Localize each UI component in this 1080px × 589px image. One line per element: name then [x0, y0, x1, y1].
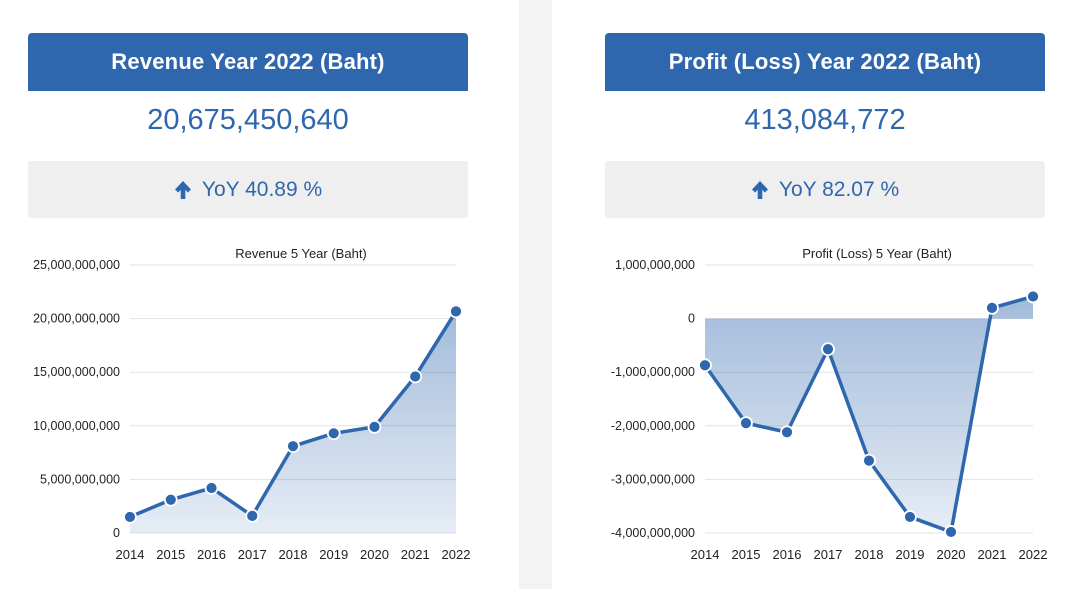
data-point — [286, 439, 300, 454]
x-tick-label: 2018 — [855, 547, 884, 562]
data-point — [245, 508, 260, 523]
data-point — [739, 416, 753, 431]
x-tick-label: 2014 — [116, 547, 145, 562]
x-tick-label: 2020 — [937, 547, 966, 562]
data-point — [367, 419, 382, 434]
profit-panel: Profit (Loss) Year 2022 (Baht) 413,084,7… — [605, 0, 1047, 589]
x-tick-label: 2015 — [156, 547, 185, 562]
data-point — [821, 342, 835, 357]
y-tick-label: 10,000,000,000 — [33, 419, 120, 433]
y-tick-label: -4,000,000,000 — [611, 526, 695, 540]
revenue-chart: Revenue 5 Year (Baht) 0 5,000,000,000 10,00… — [33, 246, 471, 562]
x-tick-label: 2016 — [773, 547, 802, 562]
revenue-panel: Revenue Year 2022 (Baht) 20,675,450,640 … — [28, 0, 470, 589]
arrow-up-icon — [751, 180, 768, 199]
data-point — [862, 453, 876, 468]
y-tick-label: 20,000,000,000 — [33, 312, 120, 326]
data-point — [204, 481, 219, 495]
data-point — [985, 300, 999, 315]
x-tick-label: 2016 — [197, 547, 226, 562]
data-point — [1026, 289, 1040, 304]
x-tick-label: 2018 — [279, 547, 308, 562]
x-tick-label: 2019 — [896, 547, 925, 562]
data-point — [326, 426, 341, 441]
revenue-yoy-label: YoY 40.89 % — [201, 177, 323, 201]
data-point — [780, 425, 794, 440]
y-tick-label: 1,000,000,000 — [615, 258, 695, 272]
x-tick-label: 2017 — [814, 547, 843, 562]
x-tick-label: 2021 — [401, 547, 430, 562]
x-tick-label: 2019 — [319, 547, 348, 562]
x-tick-label: 2021 — [978, 547, 1007, 562]
x-tick-label: 2017 — [238, 547, 267, 562]
data-point — [123, 510, 137, 524]
y-tick-label: -3,000,000,000 — [611, 472, 695, 486]
data-point — [698, 358, 712, 373]
profit-yoy-label: YoY 82.07 % — [778, 177, 900, 201]
y-tick-label: 0 — [113, 526, 120, 540]
profit-chart: Profit (Loss) 5 Year (Baht) -4,000,000,00… — [611, 246, 1048, 562]
y-tick-label: 25,000,000,000 — [33, 258, 120, 272]
x-tick-label: 2014 — [691, 547, 720, 562]
revenue-value: 20,675,450,640 — [147, 104, 349, 136]
y-tick-label: 5,000,000,000 — [40, 472, 120, 486]
arrow-up-icon — [174, 180, 191, 199]
x-tick-label: 2022 — [1019, 547, 1048, 562]
revenue-yoy-badge: YoY 40.89 % — [28, 161, 468, 218]
profit-yoy-badge: YoY 82.07 % — [605, 161, 1045, 218]
y-tick-label: 15,000,000,000 — [33, 365, 120, 379]
data-point — [903, 510, 917, 524]
data-point — [944, 525, 958, 539]
y-tick-label: -1,000,000,000 — [611, 365, 695, 379]
x-tick-label: 2020 — [360, 547, 389, 562]
profit-header: Profit (Loss) Year 2022 (Baht) — [605, 33, 1045, 91]
data-point — [449, 304, 463, 319]
profit-value: 413,084,772 — [744, 104, 906, 136]
y-tick-label: 0 — [688, 312, 695, 326]
data-point — [408, 369, 423, 384]
x-tick-label: 2022 — [442, 547, 471, 562]
panel-divider — [519, 0, 552, 589]
data-point — [163, 492, 178, 507]
x-tick-label: 2015 — [732, 547, 761, 562]
chart-title: Profit (Loss) 5 Year (Baht) — [802, 246, 952, 261]
y-tick-label: -2,000,000,000 — [611, 419, 695, 433]
area-fill — [705, 296, 1033, 532]
chart-title: Revenue 5 Year (Baht) — [235, 246, 367, 261]
area-fill — [130, 311, 456, 533]
revenue-header: Revenue Year 2022 (Baht) — [28, 33, 468, 91]
